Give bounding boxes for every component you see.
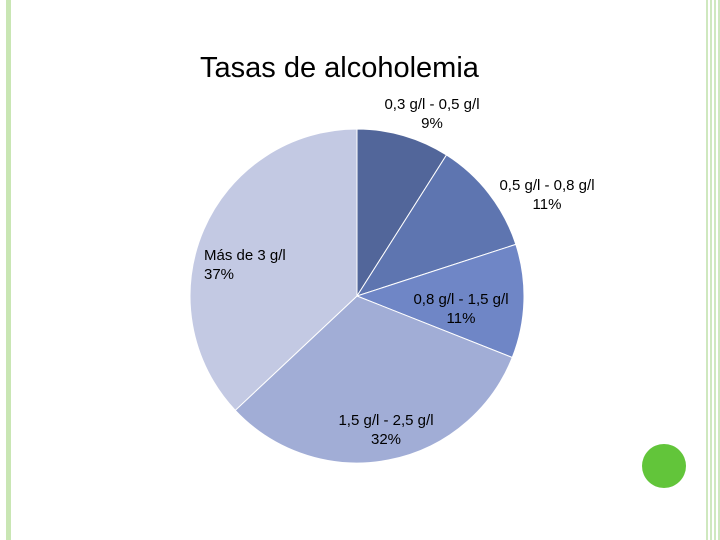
chart-title: Tasas de alcoholemia (200, 52, 479, 84)
pie-slice-3 (355, 243, 525, 359)
slice-label-3: 0,8 g/l - 1,5 g/l 11% (413, 290, 508, 328)
slice-category-label: Más de 3 g/l (204, 247, 286, 264)
slice-value-label: 11% (446, 310, 476, 327)
slice-category-label: 0,3 g/l - 0,5 g/l (384, 96, 480, 113)
slice-label-2: 0,5 g/l - 0,8 g/l 11% (499, 176, 594, 214)
slice-label-1: 0,3 g/l - 0,5 g/l 9% (384, 95, 479, 133)
slice-value-label: 37% (204, 266, 235, 283)
slice-category-label: 0,5 g/l - 0,8 g/l (499, 177, 595, 194)
pie-slice-5 (189, 128, 358, 412)
slice-value-label: 32% (370, 431, 402, 448)
slice-category-label: 1,5 g/l - 2,5 g/l (338, 412, 434, 429)
slide-border-left (6, 0, 11, 540)
slice-category-label: 0,8 g/l - 1,5 g/l (413, 291, 509, 308)
slide-border-right (680, 0, 720, 540)
slice-value-label: 9% (421, 115, 443, 132)
slice-label-4: 1,5 g/l - 2,5 g/l 32% (338, 411, 433, 449)
slice-label-5: Más de 3 g/l 37% (204, 246, 286, 284)
pie-slice-4 (234, 295, 513, 464)
pie-slice-2 (355, 154, 517, 297)
accent-dot (642, 444, 686, 488)
pie-slice-1 (356, 128, 448, 298)
slice-value-label: 11% (532, 196, 562, 213)
